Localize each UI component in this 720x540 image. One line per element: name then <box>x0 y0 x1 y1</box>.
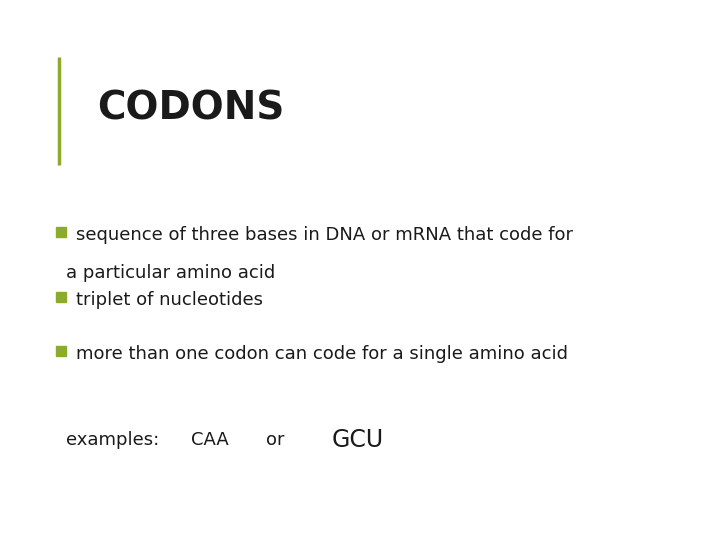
Text: examples:: examples: <box>66 431 160 449</box>
Text: sequence of three bases in DNA or mRNA that code for: sequence of three bases in DNA or mRNA t… <box>76 226 572 244</box>
Text: or: or <box>266 431 285 449</box>
Text: more than one codon can code for a single amino acid: more than one codon can code for a singl… <box>76 345 567 363</box>
Text: a particular amino acid: a particular amino acid <box>66 264 276 282</box>
Text: CODONS: CODONS <box>97 89 284 127</box>
Text: GCU: GCU <box>331 428 383 452</box>
Text: triplet of nucleotides: triplet of nucleotides <box>76 291 263 309</box>
Text: CAA: CAA <box>191 431 228 449</box>
